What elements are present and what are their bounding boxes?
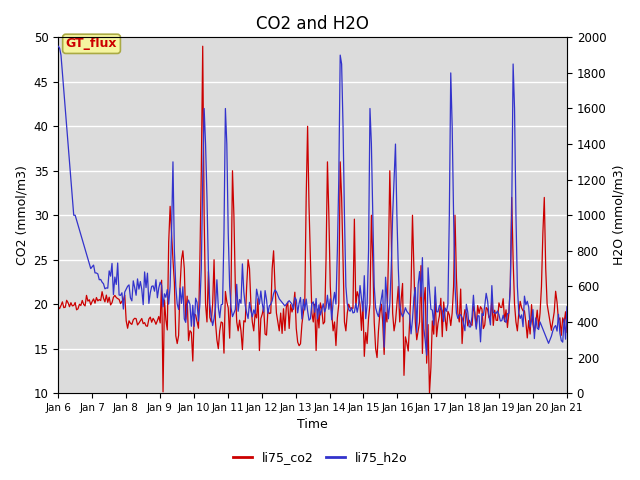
Y-axis label: CO2 (mmol/m3): CO2 (mmol/m3): [15, 165, 28, 265]
Text: GT_flux: GT_flux: [66, 37, 117, 50]
Title: CO2 and H2O: CO2 and H2O: [256, 15, 369, 33]
Legend: li75_co2, li75_h2o: li75_co2, li75_h2o: [228, 446, 412, 469]
X-axis label: Time: Time: [297, 419, 328, 432]
Y-axis label: H2O (mmol/m3): H2O (mmol/m3): [612, 165, 625, 265]
